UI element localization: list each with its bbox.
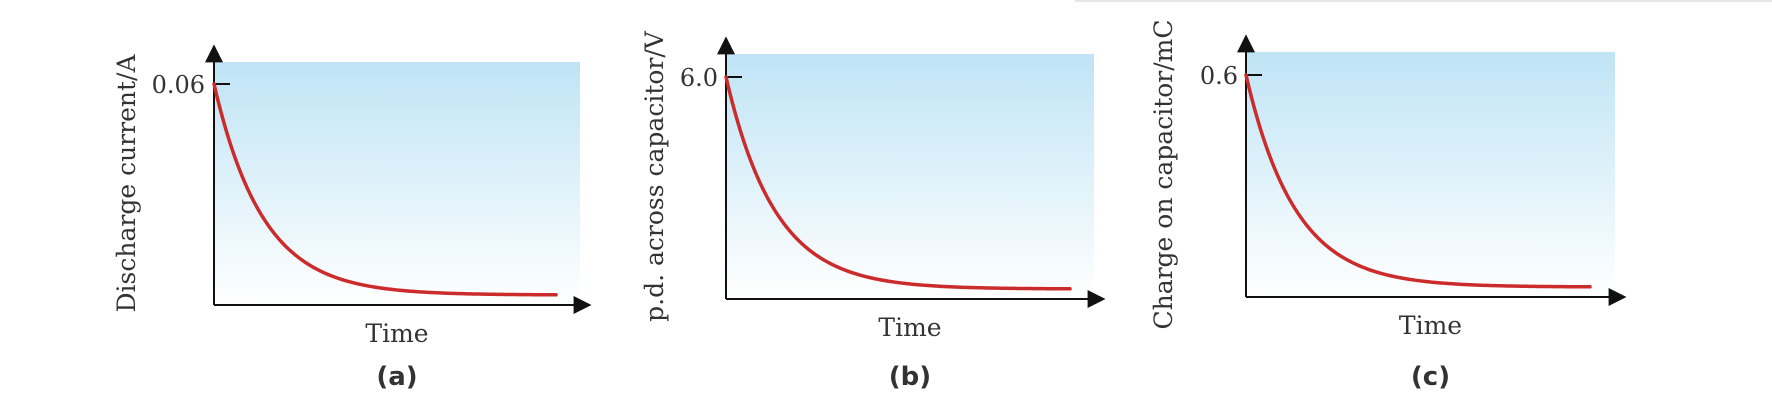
plot-background	[1246, 52, 1615, 297]
y-axis-label: Discharge current/A	[112, 54, 141, 313]
plot-background	[214, 62, 580, 305]
x-axis-label: Time	[1399, 311, 1462, 340]
panel-label: (a)	[376, 362, 417, 392]
chart-panel-2: 6.0 p.d. across capacitor/V Time (b)	[640, 30, 1102, 392]
y-axis-label: p.d. across capacitor/V	[640, 30, 669, 322]
x-axis-label: Time	[365, 319, 428, 348]
top-divider	[1075, 0, 1772, 2]
y-tick-label: 0.06	[152, 71, 205, 99]
chart-panel-1: 0.06 Discharge current/A Time (a)	[112, 48, 588, 392]
y-axis-label: Charge on capacitor/mC	[1149, 19, 1178, 329]
panel-label: (b)	[889, 362, 931, 392]
y-tick-label: 0.6	[1200, 62, 1238, 90]
x-axis-label: Time	[878, 313, 941, 342]
y-tick-label: 6.0	[680, 64, 718, 92]
panel-label: (c)	[1411, 362, 1450, 392]
plot-background	[726, 54, 1094, 299]
chart-panel-3: 0.6 Charge on capacitor/mC Time (c)	[1149, 19, 1623, 392]
